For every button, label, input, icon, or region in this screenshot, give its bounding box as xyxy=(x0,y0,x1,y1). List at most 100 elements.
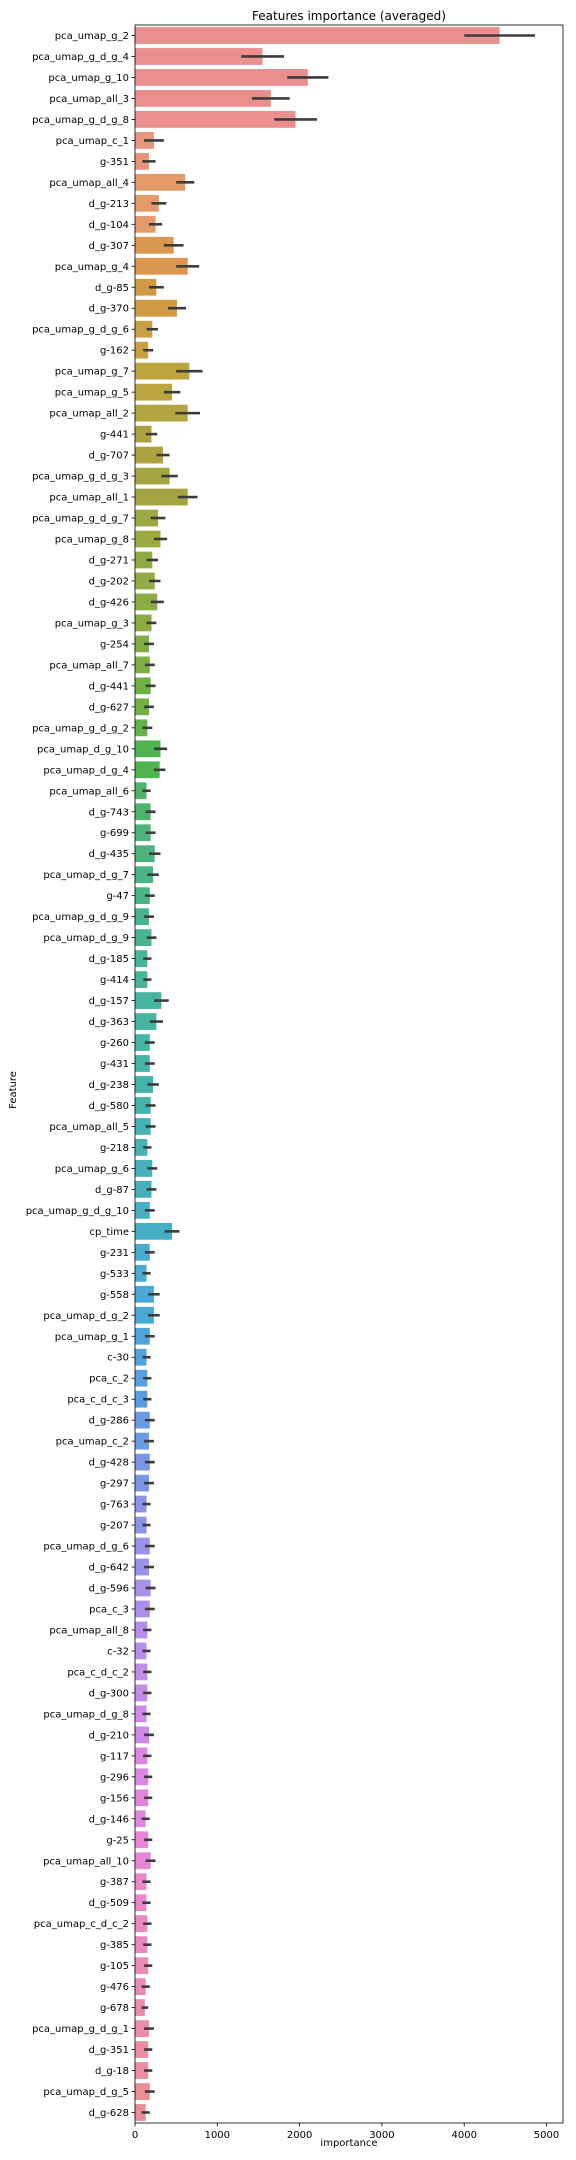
bar-d_g-210 xyxy=(135,1726,149,1744)
y-tick-label: d_g-596 xyxy=(89,1584,129,1595)
bar-d_g-87 xyxy=(135,1180,152,1198)
y-tick-label: pca_umap_g_d_g_8 xyxy=(32,115,129,126)
bar-g-297 xyxy=(135,1474,149,1492)
bar-g-431 xyxy=(135,1055,150,1072)
y-tick-label: d_g-743 xyxy=(89,807,129,818)
y-tick-label: pca_umap_g_d_g_7 xyxy=(32,514,129,525)
bar-d_g-286 xyxy=(135,1411,150,1429)
bar-d_g-307 xyxy=(135,236,174,254)
bar-pca_umap_g_d_g_2 xyxy=(135,719,148,737)
y-tick-label: g-431 xyxy=(100,1059,129,1070)
y-tick-label: pca_umap_d_g_8 xyxy=(43,1709,129,1720)
bar-g-162 xyxy=(135,341,149,359)
bar-pca_umap_d_g_5 xyxy=(135,2083,150,2100)
y-tick-label: g-414 xyxy=(100,975,129,986)
bar-g-476 xyxy=(135,1978,146,1996)
y-tick-label: d_g-642 xyxy=(89,1563,129,1574)
y-tick-label: d_g-441 xyxy=(89,681,129,692)
plot-frame xyxy=(134,24,564,2124)
bar-g-351 xyxy=(135,152,149,170)
bar-g-117 xyxy=(135,1747,148,1765)
y-tick-label: pca_umap_d_g_4 xyxy=(43,765,129,776)
y-tick-label: d_g-213 xyxy=(89,199,129,210)
y-tick-label: g-47 xyxy=(106,891,129,902)
y-tick-label: cp_time xyxy=(90,1227,129,1238)
y-tick-label: g-218 xyxy=(100,1143,129,1154)
bar-pca_umap_g_10 xyxy=(135,69,308,86)
y-tick-label: g-476 xyxy=(100,1982,129,1993)
x-tick-labels: 0 1000 2000 3000 4000 5000 xyxy=(132,2123,559,2141)
y-tick-label: g-533 xyxy=(100,1269,129,1280)
y-tick-label: g-385 xyxy=(100,1940,129,1951)
bar-d_g-743 xyxy=(135,803,151,821)
y-tick-label: pca_c_2 xyxy=(89,1374,129,1385)
y-tick-label: d_g-18 xyxy=(95,2066,129,2077)
bar-g-156 xyxy=(135,1789,149,1807)
y-tick-label: pca_umap_all_5 xyxy=(49,1122,129,1133)
y-tick-label: pca_umap_g_7 xyxy=(55,367,129,378)
y-tick-label: g-558 xyxy=(100,1290,129,1301)
y-tick-label: pca_umap_g_d_g_9 xyxy=(32,912,129,923)
bar-d_g-18 xyxy=(135,2062,149,2079)
bar-pca_umap_g_6 xyxy=(135,1160,153,1177)
y-tick-label: d_g-202 xyxy=(89,576,129,587)
y-tick-label: pca_c_d_c_3 xyxy=(67,1395,129,1406)
bar-pca_umap_d_g_9 xyxy=(135,929,152,947)
y-tick-label: pca_umap_c_1 xyxy=(56,136,129,147)
bar-pca_umap_c_2 xyxy=(135,1432,149,1450)
bar-g-231 xyxy=(135,1243,150,1261)
bar-g-218 xyxy=(135,1139,148,1156)
y-tick-label: pca_umap_g_10 xyxy=(48,73,129,84)
y-tick-label: c-32 xyxy=(107,1646,129,1657)
y-tick-label: pca_umap_all_3 xyxy=(49,94,129,105)
y-tick-label: pca_umap_c_2 xyxy=(56,1437,129,1448)
y-tick-label: pca_c_d_c_2 xyxy=(67,1667,129,1678)
y-tick-label: d_g-363 xyxy=(89,1017,129,1028)
bar-pca_umap_g_d_g_10 xyxy=(135,1201,150,1219)
bar-g-678 xyxy=(135,1999,145,2017)
bar-d_g-271 xyxy=(135,551,153,569)
y-tick-label: d_g-157 xyxy=(89,996,129,1007)
bar-pca_umap_g_7 xyxy=(135,362,190,380)
y-tick-label: g-156 xyxy=(100,1793,129,1804)
y-tick-label: pca_umap_g_d_g_6 xyxy=(32,325,129,336)
y-tick-label: pca_umap_d_g_7 xyxy=(43,870,129,881)
bar-pca_umap_all_5 xyxy=(135,1118,151,1135)
bar-pca_umap_all_3 xyxy=(135,90,271,107)
y-tick-label: g-231 xyxy=(100,1248,129,1259)
y-tick-label: pca_umap_all_10 xyxy=(43,1856,129,1867)
bar-d_g-580 xyxy=(135,1097,151,1114)
bar-pca_umap_g_2 xyxy=(135,27,500,44)
y-tick-label: g-260 xyxy=(100,1038,129,1049)
bar-d_g-363 xyxy=(135,1013,157,1030)
bar-g-699 xyxy=(135,824,151,842)
y-tick-labels: pca_umap_g_2 pca_umap_g_d_g_4 pca_umap_g_1… xyxy=(26,31,135,2119)
y-tick-label: g-699 xyxy=(100,828,129,839)
y-tick-label: d_g-146 xyxy=(89,1814,129,1825)
bar-pca_umap_g_d_g_4 xyxy=(135,48,263,65)
x-tick-label: 2000 xyxy=(287,2130,312,2141)
bar-g-47 xyxy=(135,887,150,905)
bar-c-30 xyxy=(135,1348,147,1366)
y-tick-label: pca_umap_g_4 xyxy=(55,262,129,273)
bar-d_g-104 xyxy=(135,215,156,233)
bar-d_g-238 xyxy=(135,1076,154,1093)
bar-g-260 xyxy=(135,1034,150,1051)
bar-g-441 xyxy=(135,425,152,443)
bar-pca_umap_g_d_g_8 xyxy=(135,111,296,128)
bar-pca_umap_d_g_6 xyxy=(135,1537,150,1555)
y-tick-label: pca_umap_g_2 xyxy=(55,31,129,42)
bar-g-385 xyxy=(135,1936,148,1954)
x-tick-label: 4000 xyxy=(452,2130,477,2141)
bar-g-207 xyxy=(135,1516,147,1534)
y-tick-label: d_g-707 xyxy=(89,451,129,462)
bar-pca_umap_g_8 xyxy=(135,530,161,548)
y-tick-label: pca_umap_g_d_g_1 xyxy=(32,2024,129,2035)
x-tick-label: 5000 xyxy=(534,2130,559,2141)
bar-d_g-157 xyxy=(135,992,162,1009)
bar-g-296 xyxy=(135,1768,149,1786)
bar-d_g-509 xyxy=(135,1894,147,1912)
y-tick-label: d_g-580 xyxy=(89,1101,129,1112)
bar-g-558 xyxy=(135,1285,154,1303)
